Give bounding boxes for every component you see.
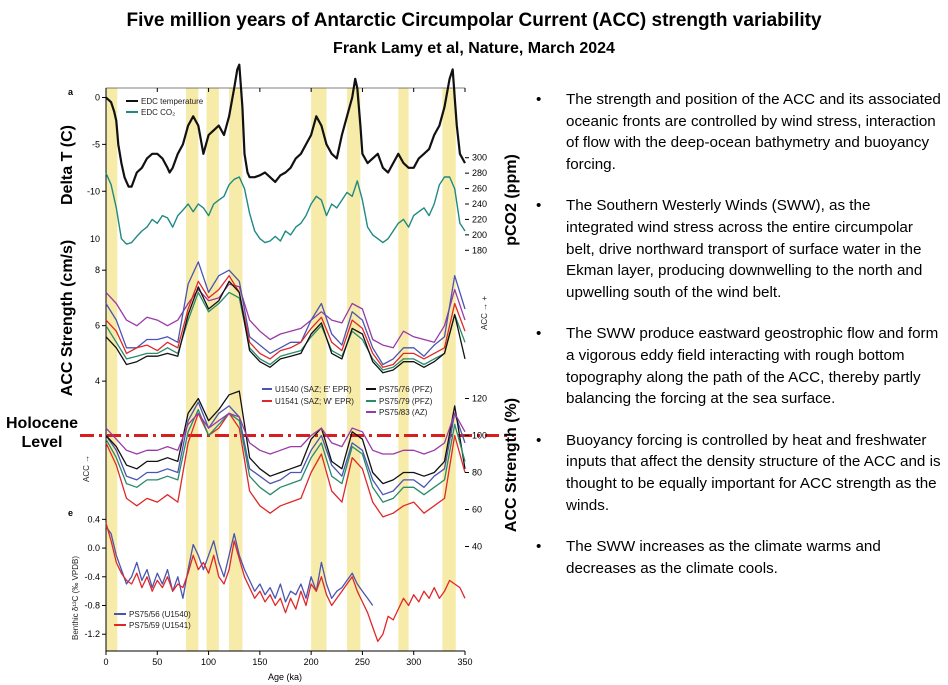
legend-label: U1540 (SAZ; E' EPR)	[275, 385, 352, 394]
series-a-black	[105, 63, 466, 188]
legend-label: PS75/59 (U1541)	[129, 621, 191, 630]
y-tick-label: 8	[95, 265, 100, 275]
acc-pct-label: ACC Strength (%)	[503, 398, 520, 532]
series-b-purple	[105, 283, 466, 349]
y-tick-label: -10	[87, 186, 100, 196]
interglacial-bands	[106, 88, 456, 651]
series-c-green	[105, 408, 466, 503]
y-tick-label: 0.4	[87, 514, 100, 524]
series-b-red	[105, 275, 466, 368]
legend-label: PS75/83 (AZ)	[379, 408, 428, 417]
legend-label: EDC temperature	[141, 97, 204, 106]
interglacial-band	[398, 88, 409, 651]
y2-tick-label: 180	[472, 245, 487, 255]
legend-label: PS75/56 (U1540)	[129, 610, 191, 619]
interglacial-band	[229, 88, 243, 651]
series-b-green	[105, 291, 466, 371]
y2-tick-label: 40	[472, 542, 482, 552]
interglacial-band	[186, 88, 199, 651]
y-tick-label: 0.0	[87, 543, 100, 553]
y-tick-label: -1.2	[84, 629, 100, 639]
interglacial-band	[442, 88, 456, 651]
benthic-axis-label: Benthic δ¹³C (‰ VPDB)	[71, 556, 80, 640]
x-tick-label: 100	[201, 657, 216, 667]
y2-tick-label: 280	[472, 168, 487, 178]
y2-tick-label: 220	[472, 214, 487, 224]
series-b-black	[105, 280, 466, 374]
y-tick-label: 10	[90, 234, 100, 244]
y2-tick-label: 120	[472, 394, 487, 404]
legends-layer: a EDC temperature EDC CO₂ ACC → + ACC → U1540…	[68, 87, 489, 640]
series-a-teal	[105, 172, 466, 245]
y2-tick-label: 240	[472, 199, 487, 209]
x-tick-label: 300	[406, 657, 421, 667]
panel-label-a: a	[68, 87, 74, 97]
x-tick-label: 150	[252, 657, 267, 667]
y2-tick-label: 200	[472, 230, 487, 240]
interglacial-band	[206, 88, 219, 651]
y2-tick-label: 100	[472, 431, 487, 441]
bullet-item: Buoyancy forcing is controlled by heat a…	[534, 430, 942, 516]
bullet-item: The SWW increases as the climate warms a…	[534, 536, 942, 579]
series-c-blue	[105, 401, 466, 496]
y2-tick-label: 300	[472, 153, 487, 163]
y-tick-label: -0.4	[84, 572, 100, 582]
legend-label: U1541 (SAZ; W' EPR)	[275, 397, 354, 406]
pco2-label: pCO2 (ppm)	[503, 154, 520, 246]
x-tick-label: 250	[355, 657, 370, 667]
legend-label: PS75/76 (PFZ)	[379, 385, 433, 394]
series-c-purple	[105, 412, 466, 455]
page-title: Five million years of Antarctic Circumpo…	[126, 10, 822, 31]
acc-arrow-label-left: ACC →	[82, 455, 91, 482]
holocene-label-line2: Level	[22, 434, 63, 451]
x-tick-label: 200	[304, 657, 319, 667]
legend-label: PS75/79 (PFZ)	[379, 397, 433, 406]
bullet-list: The strength and position of the ACC and…	[534, 89, 942, 599]
x-tick-label: 50	[152, 657, 162, 667]
series-e-blue	[105, 526, 374, 606]
x-axis-title: Age (ka)	[268, 672, 302, 682]
interglacial-band	[311, 88, 327, 651]
series-c-black	[105, 390, 466, 485]
y-tick-label: -5	[92, 139, 100, 149]
plot-frame	[105, 87, 465, 652]
holocene-label-line1: Holocene	[6, 415, 78, 432]
series-c-red	[105, 412, 466, 518]
y2-tick-label: 80	[472, 468, 482, 478]
x-tick-label: 350	[457, 657, 472, 667]
x-tick-label: 0	[103, 657, 108, 667]
legend-label: EDC CO₂	[141, 108, 175, 117]
bullet-item: The strength and position of the ACC and…	[534, 89, 942, 175]
interglacial-band	[106, 88, 118, 651]
interglacial-band	[347, 88, 361, 651]
series-e-red	[105, 522, 466, 643]
delta-t-label: Delta T (C)	[59, 125, 76, 205]
page-subtitle: Frank Lamy et al, Nature, March 2024	[333, 40, 615, 57]
ticks-layer: 0 50 100 150 200 250 300 350 0 -5 -10 300 280 260 240 2…	[84, 88, 487, 667]
bullet-item: The SWW produce eastward geostrophic flo…	[534, 323, 942, 409]
y-tick-label: 4	[95, 376, 100, 386]
acc-arrow-label: ACC → +	[480, 296, 489, 330]
acc-cms-label: ACC Strength (cm/s)	[59, 240, 76, 396]
panel-label-e: e	[68, 508, 73, 518]
y-tick-label: 0	[95, 93, 100, 103]
bullet-item: The Southern Westerly Winds (SWW), as th…	[534, 195, 942, 303]
y-tick-label: 6	[95, 321, 100, 331]
series-layer	[105, 63, 466, 643]
y-tick-label: -0.8	[84, 601, 100, 611]
y2-tick-label: 260	[472, 184, 487, 194]
series-b-blue	[105, 261, 466, 366]
y2-tick-label: 60	[472, 505, 482, 515]
